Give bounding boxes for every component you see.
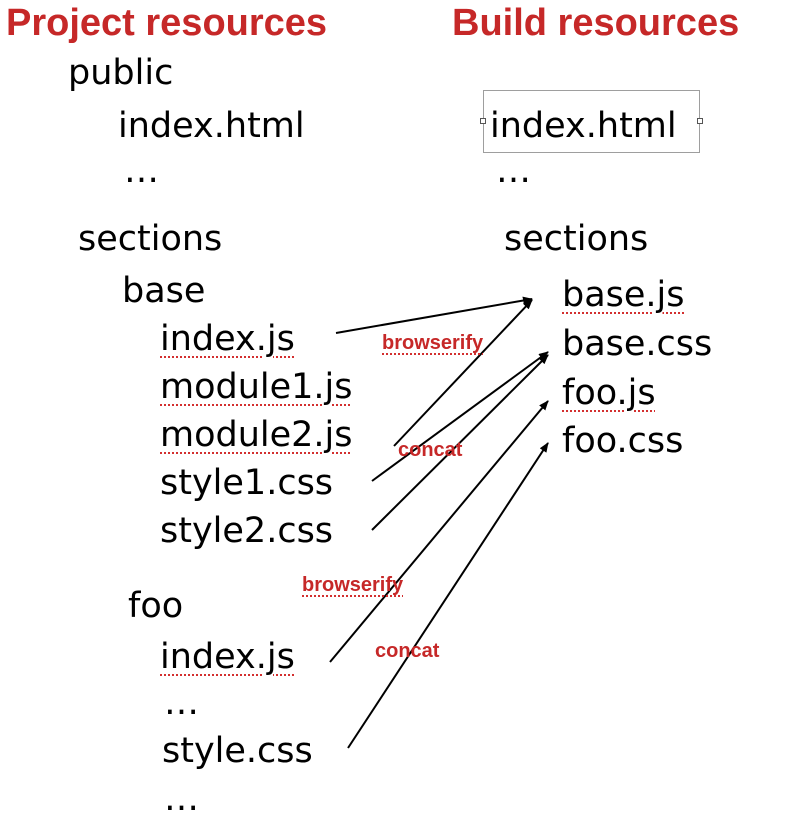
build-base-js: base.js <box>562 275 685 315</box>
edge-label-base-concat: concat <box>398 439 463 461</box>
selection-handle-left <box>480 118 486 124</box>
edge-label-base-browserify: browserify <box>382 332 484 354</box>
build-index-html: index.html <box>490 106 677 146</box>
edge-label-foo-concat: concat <box>375 640 440 662</box>
project-resources-heading: Project resources <box>6 2 328 44</box>
build-foo-js: foo.js <box>562 373 656 413</box>
project-base-folder: base <box>122 271 206 311</box>
build-base-css: base.css <box>562 324 713 364</box>
arrow-module2-js-to-base-js <box>393 299 533 447</box>
build-sections-folder: sections <box>504 219 649 259</box>
build-resources-heading: Build resources <box>452 2 740 44</box>
project-base-index-js: index.js <box>160 319 295 359</box>
project-foo-index-js: index.js <box>160 637 295 677</box>
project-foo-more: … <box>164 683 199 723</box>
build-more: … <box>496 151 531 191</box>
project-public-more: … <box>124 151 159 191</box>
project-foo-more-2: … <box>164 779 199 819</box>
arrow-style2-css-to-base-css <box>371 354 549 531</box>
arrow-foo-style-css-to-foo-css <box>347 442 549 749</box>
project-public-index-html: index.html <box>118 106 305 146</box>
project-public-folder: public <box>68 53 174 93</box>
edge-label-foo-browserify: browserify <box>302 574 404 596</box>
project-base-style1-css: style1.css <box>160 463 334 503</box>
project-foo-style-css: style.css <box>162 731 313 771</box>
project-base-style2-css: style2.css <box>160 511 334 551</box>
project-base-module1-js: module1.js <box>160 367 353 407</box>
arrow-index-js-to-base-js <box>335 296 533 334</box>
arrow-foo-index-js-to-foo-js <box>329 400 549 663</box>
build-foo-css: foo.css <box>562 421 684 461</box>
project-foo-folder: foo <box>128 586 184 626</box>
project-base-module2-js: module2.js <box>160 415 353 455</box>
project-sections-folder: sections <box>78 219 223 259</box>
selection-handle-right <box>697 118 703 124</box>
arrow-style1-css-to-base-css <box>371 351 549 482</box>
build-index-html-selection-box <box>480 90 703 153</box>
